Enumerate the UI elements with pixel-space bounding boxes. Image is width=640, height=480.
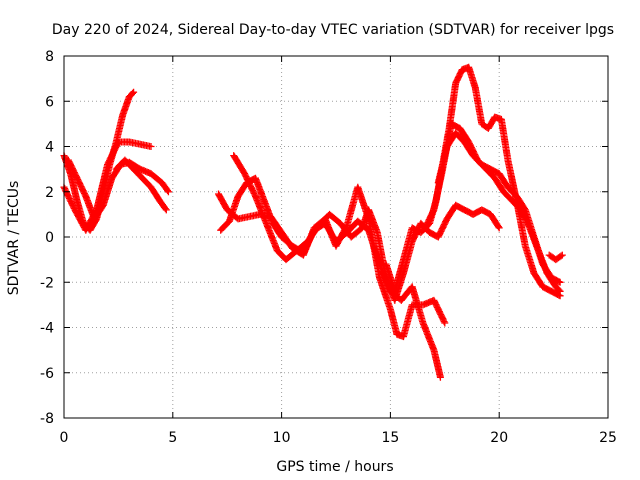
data-point [555,286,563,294]
series-trace-k [545,251,566,264]
y-tick-label: 0 [45,230,54,246]
data-points [60,63,566,381]
series-trace-d [112,156,170,214]
y-tick-label: 6 [45,94,54,110]
x-tick-label: 0 [60,430,69,446]
y-tick-label: -6 [40,366,54,382]
data-point [441,319,449,327]
data-point [556,287,564,295]
series-trace-e [215,183,449,341]
data-point [162,206,170,214]
data-point [147,143,155,150]
series-trace-j [434,129,564,286]
y-tick-label: -2 [40,275,54,291]
data-point [556,278,564,286]
data-point [555,278,563,286]
y-tick-label: -4 [40,321,54,337]
data-point [129,89,136,97]
data-point [164,187,171,194]
data-point [130,88,138,96]
y-axis-label: SDTVAR / TECUs [6,181,22,296]
x-tick-label: 10 [273,430,291,446]
x-tick-label: 15 [381,430,399,446]
x-axis-label: GPS time / hours [276,459,393,475]
data-point [436,373,444,381]
series-trace-f [217,174,444,381]
y-tick-label: -8 [40,411,54,427]
chart-title: Day 220 of 2024, Sidereal Day-to-day VTE… [52,22,614,38]
data-point [164,188,172,196]
y-tick-label: 8 [45,49,54,65]
data-point [557,252,565,260]
x-axis-ticks: 0 5 10 15 20 25 [60,56,617,446]
data-point [161,205,169,213]
data-point [558,251,566,259]
y-tick-label: 2 [45,185,54,201]
y-tick-label: 4 [45,140,54,156]
data-point [495,224,503,232]
x-tick-label: 20 [490,430,508,446]
x-tick-label: 25 [599,430,617,446]
data-point [440,318,448,326]
series-trace-h [382,63,564,300]
y-axis-ticks: -8 -6 -4 -2 0 2 4 6 8 [40,49,608,427]
x-tick-label: 5 [168,430,177,446]
data-point [494,223,502,231]
